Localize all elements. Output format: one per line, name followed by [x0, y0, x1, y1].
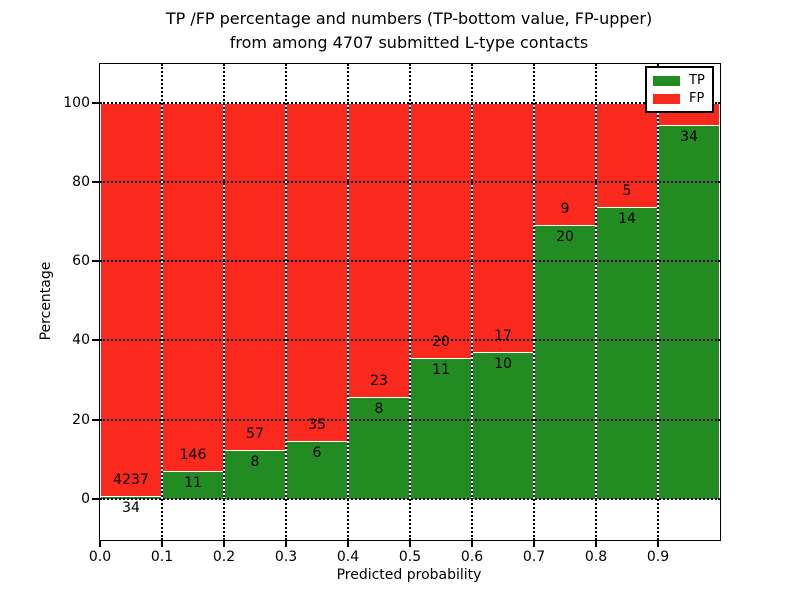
v-gridline-0.2: [223, 64, 225, 540]
bar-segment-fp-2: [224, 102, 286, 451]
y-tick-label: 0: [81, 491, 90, 507]
x-tick-mark: [595, 541, 597, 547]
legend-row-tp: TP: [653, 72, 706, 88]
x-tick-mark: [99, 541, 101, 547]
x-tick-mark: [533, 541, 535, 547]
bar-segment-tp-7: [534, 225, 596, 499]
chart-title-line2: from among 4707 submitted L-type contact…: [229, 33, 589, 52]
bar-fp-count-label-0: 4237: [113, 471, 149, 488]
chart-title: TP /FP percentage and numbers (TP-bottom…: [99, 7, 719, 55]
x-tick-label: 0.3: [274, 549, 298, 565]
v-gridline-0.7: [533, 64, 535, 540]
v-gridline-0.5: [409, 64, 411, 540]
bar-segment-tp-4: [348, 396, 410, 499]
bar-fp-count-label-6: 17: [494, 328, 512, 345]
y-tick-label: 40: [72, 332, 90, 349]
chart-title-line1: TP /FP percentage and numbers (TP-bottom…: [165, 9, 653, 28]
legend-label-fp: FP: [689, 90, 705, 106]
bar-segment-fp-6: [472, 102, 534, 353]
bar-fp-count-label-8: 5: [622, 182, 632, 199]
bar-segment-fp-5: [410, 102, 472, 359]
v-gridline-0.1: [161, 64, 163, 540]
legend-swatch-tp: [653, 75, 680, 86]
bar-tp-count-label-7: 20: [556, 229, 574, 246]
v-gridline-0.8: [595, 64, 597, 540]
x-tick-label: 0.8: [584, 549, 608, 565]
x-tick-mark: [409, 541, 411, 547]
v-gridline-0.6: [471, 64, 473, 540]
bar-tp-count-label-9: 34: [680, 128, 698, 145]
bar-segment-fp-1: [162, 102, 224, 472]
y-tick-mark: [92, 180, 100, 183]
legend-label-tp: TP: [689, 72, 705, 88]
bar-segment-fp-4: [348, 102, 410, 397]
bar-segment-tp-6: [472, 352, 534, 499]
bar-tp-count-label-2: 8: [250, 454, 260, 471]
x-tick-label: 0.2: [212, 549, 236, 565]
x-tick-label: 0.6: [460, 549, 484, 565]
y-tick-label: 100: [63, 94, 90, 111]
x-tick-label: 0.0: [88, 549, 112, 565]
bar-tp-count-label-3: 6: [312, 445, 322, 462]
x-tick-mark: [285, 541, 287, 547]
x-tick-label: 0.4: [336, 549, 360, 565]
y-tick-mark: [92, 101, 100, 104]
v-gridline-0.4: [347, 64, 349, 540]
y-tick-mark: [92, 339, 100, 342]
bar-tp-count-label-8: 14: [618, 210, 636, 227]
y-tick-mark: [92, 260, 100, 263]
bar-fp-count-label-3: 35: [308, 417, 326, 434]
bar-fp-count-label-2: 57: [246, 426, 264, 443]
v-gridline-0.9: [657, 64, 659, 540]
x-tick-mark: [471, 541, 473, 547]
x-tick-mark: [223, 541, 225, 547]
bar-tp-count-label-0: 34: [122, 499, 140, 516]
x-tick-label: 0.7: [522, 549, 546, 565]
plot-area: 4237 34 146 11 57 8 35 6 23 8 20 11 17 10 9 20 5 14 34 0 20 4…: [63, 63, 721, 565]
bar-fp-count-label-4: 23: [370, 372, 388, 389]
x-tick-label: 0.1: [150, 549, 174, 565]
bar-tp-count-label-6: 10: [494, 356, 512, 373]
legend: TP FP: [645, 66, 714, 113]
bar-tp-count-label-4: 8: [374, 400, 384, 417]
bar-segment-tp-2: [224, 450, 286, 499]
x-tick-label: 0.9: [646, 549, 670, 565]
bar-tp-count-label-1: 11: [184, 475, 202, 492]
bar-fp-count-label-5: 20: [432, 334, 450, 351]
bar-segment-tp-9: [658, 124, 720, 499]
v-gridline-0.3: [285, 64, 287, 540]
legend-row-fp: FP: [653, 90, 706, 106]
bar-segment-fp-0: [100, 102, 162, 496]
y-tick-label: 60: [72, 253, 90, 270]
y-axis-label: Percentage: [38, 261, 54, 341]
bar-segment-tp-8: [596, 206, 658, 499]
y-tick-label: 80: [72, 173, 90, 190]
x-tick-mark: [347, 541, 349, 547]
bar-segment-fp-3: [286, 102, 348, 442]
x-tick-mark: [161, 541, 163, 547]
bar-fp-count-label-1: 146: [179, 447, 207, 464]
legend-swatch-fp: [653, 93, 680, 104]
y-tick-mark: [92, 498, 100, 500]
y-tick-label: 20: [72, 411, 90, 428]
x-tick-mark: [657, 541, 659, 547]
y-tick-mark: [92, 418, 100, 421]
bar-fp-count-label-7: 9: [560, 201, 570, 218]
x-tick-label: 0.5: [398, 549, 422, 565]
bar-tp-count-label-5: 11: [432, 362, 450, 379]
bar-segment-tp-5: [410, 358, 472, 499]
x-axis-label: Predicted probability: [336, 567, 482, 583]
